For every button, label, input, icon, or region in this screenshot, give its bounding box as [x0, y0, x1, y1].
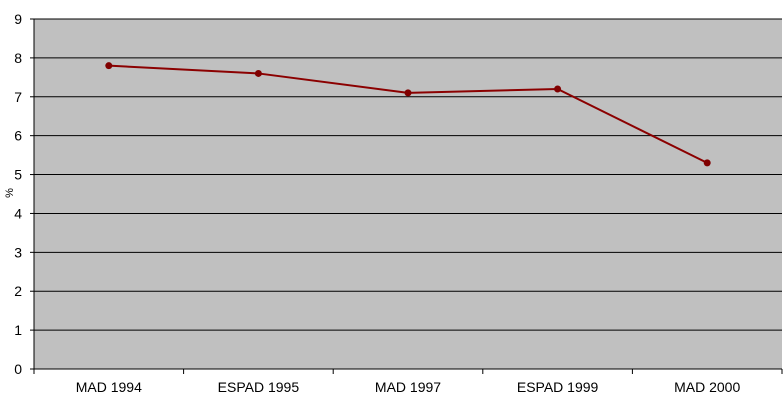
- x-tick-label: ESPAD 1995: [218, 379, 300, 395]
- plot-area: [34, 19, 782, 369]
- axes: [33, 19, 782, 370]
- y-axis-title: %: [4, 188, 16, 198]
- y-tick-label: 9: [14, 11, 22, 27]
- y-tick-label: 5: [14, 167, 22, 183]
- data-point: [105, 62, 113, 70]
- data-point: [254, 69, 262, 77]
- x-tick-label: ESPAD 1999: [517, 379, 599, 395]
- y-tick-label: 1: [14, 322, 22, 338]
- y-tick-label: 3: [14, 244, 22, 260]
- x-axis-ticks: MAD 1994 ESPAD 1995 MAD 1997 ESPAD 1999 MAD …: [33, 369, 783, 395]
- y-axis-ticks: 0 1 2 3 4 5 6 7 8 9: [14, 11, 34, 377]
- x-tick-label: MAD 2000: [674, 379, 740, 395]
- y-tick-label: 7: [14, 89, 22, 105]
- x-tick-label: MAD 1997: [375, 379, 441, 395]
- data-point: [554, 85, 562, 93]
- series-group: [105, 62, 711, 167]
- data-point: [703, 159, 711, 167]
- y-tick-label: 8: [14, 50, 22, 66]
- x-tick-label: MAD 1994: [76, 379, 142, 395]
- y-tick-label: 2: [14, 283, 22, 299]
- data-point: [404, 89, 412, 97]
- y-tick-label: 4: [14, 205, 22, 221]
- gridlines: [34, 18, 782, 331]
- y-tick-label: 0: [14, 361, 22, 377]
- y-tick-label: 6: [14, 128, 22, 144]
